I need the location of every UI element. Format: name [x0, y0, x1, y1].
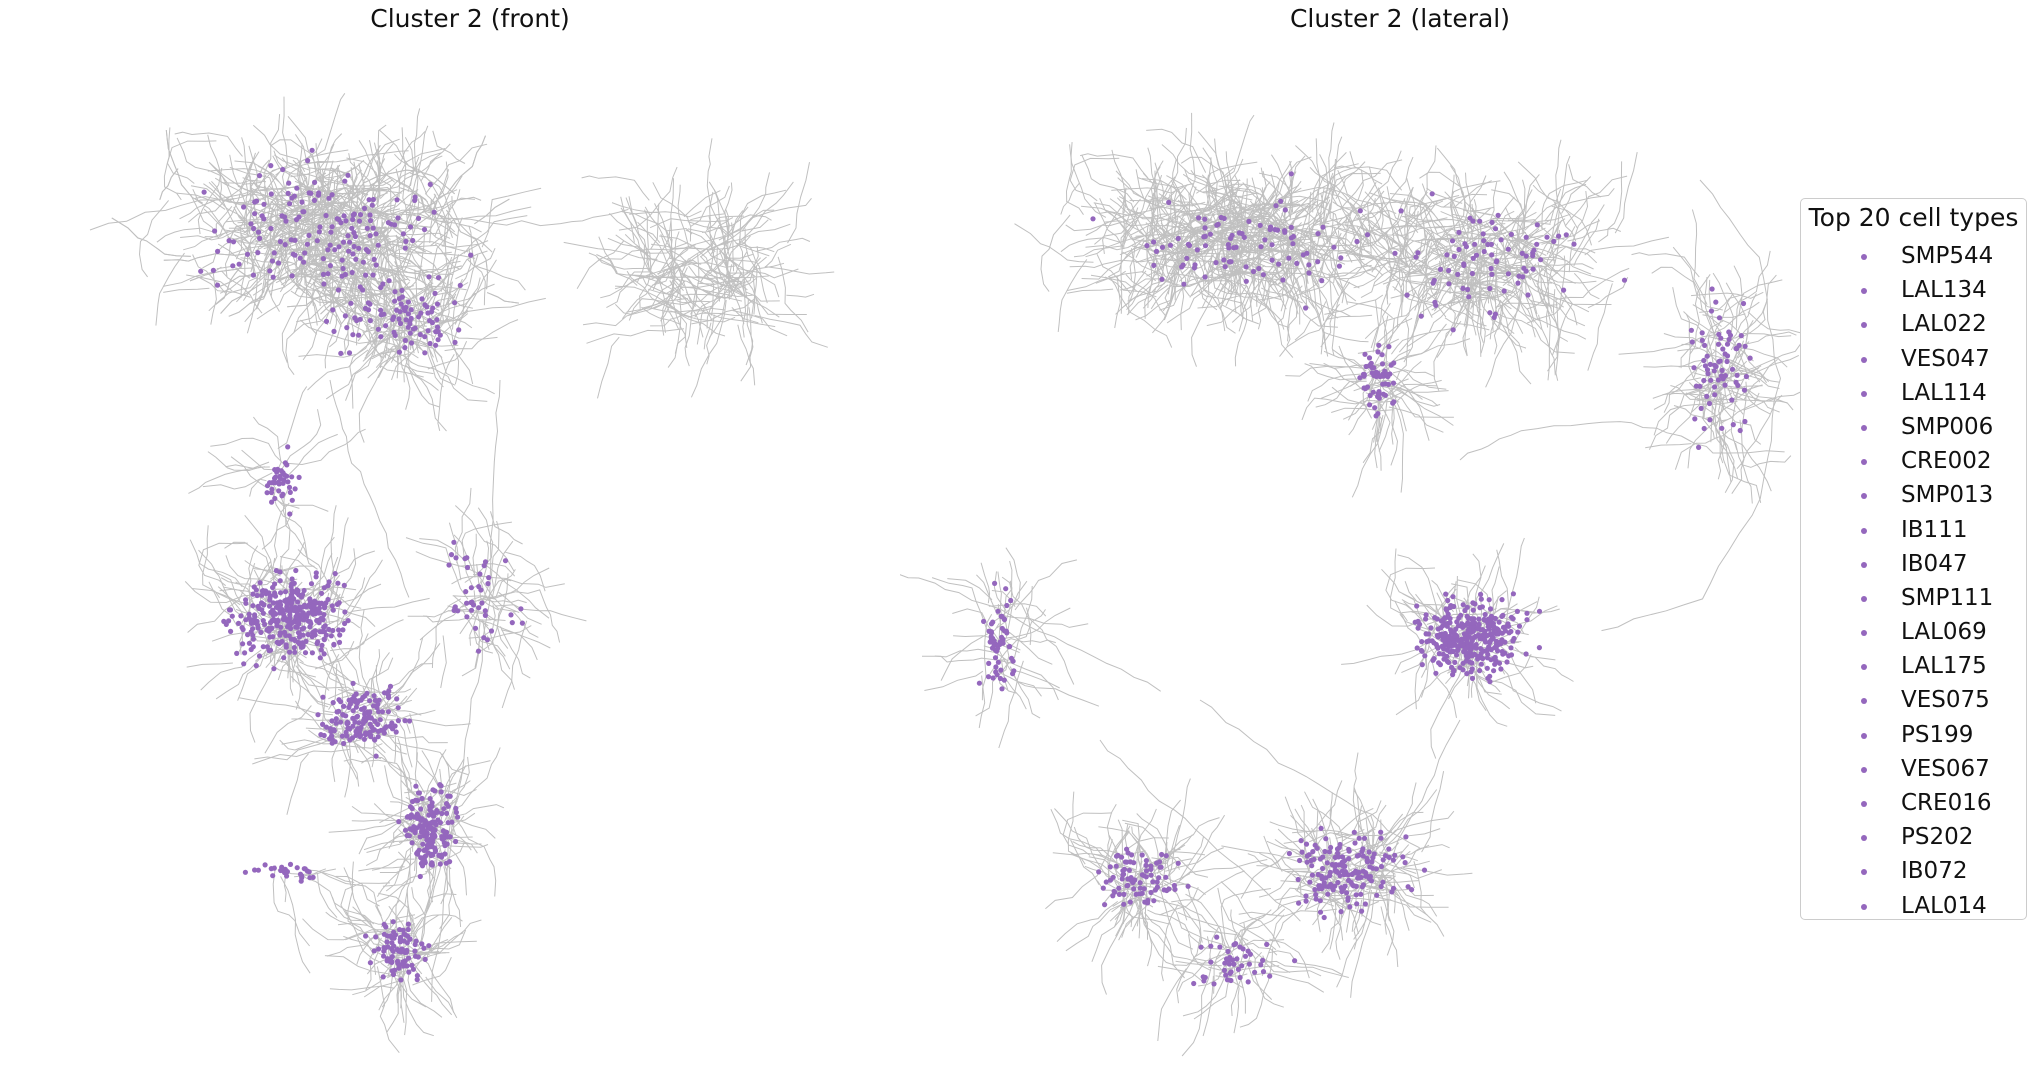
legend-marker-icon	[1861, 732, 1867, 739]
legend-item: IB072	[1801, 856, 2026, 890]
legend-marker-icon	[1861, 869, 1867, 876]
legend-marker-icon	[1861, 698, 1867, 705]
legend: Top 20 cell types SMP544 LAL134 LAL022 VES0…	[1800, 198, 2027, 920]
legend-marker-icon	[1861, 390, 1867, 397]
legend-item: VES067	[1801, 754, 2026, 788]
front-view-panel: Cluster 2 (front)	[0, 0, 940, 1089]
legend-item: LAL069	[1801, 617, 2026, 651]
legend-marker-icon	[1861, 766, 1867, 773]
legend-item: SMP013	[1801, 480, 2026, 514]
legend-marker-icon	[1861, 595, 1867, 602]
legend-marker-icon	[1861, 664, 1867, 671]
legend-marker-icon	[1861, 424, 1867, 431]
legend-label: IB047	[1901, 550, 1968, 577]
synapse-points	[198, 147, 526, 983]
legend-item: VES047	[1801, 344, 2026, 378]
legend-marker-icon	[1861, 527, 1867, 534]
front-view-morphology	[89, 93, 835, 1054]
legend-marker-icon	[1861, 561, 1867, 568]
legend-item: IB047	[1801, 549, 2026, 583]
legend-item: PS199	[1801, 720, 2026, 754]
legend-label: SMP111	[1901, 584, 1994, 611]
lateral-view-title: Cluster 2 (lateral)	[1289, 4, 1511, 33]
legend-label: LAL069	[1901, 619, 1987, 646]
legend-item: PS202	[1801, 822, 2026, 856]
legend-marker-icon	[1861, 254, 1867, 260]
neuron-skeleton	[89, 93, 835, 1054]
legend-marker-icon	[1861, 288, 1867, 295]
legend-marker-icon	[1861, 356, 1867, 363]
legend-label: LAL014	[1901, 892, 1987, 919]
legend-label: VES047	[1901, 345, 1990, 372]
synapse-points	[976, 171, 1753, 987]
legend-item: LAL014	[1801, 891, 2026, 925]
legend-label: IB111	[1901, 516, 1968, 543]
legend-label: PS202	[1901, 824, 1974, 851]
legend-label: VES067	[1901, 755, 1990, 782]
legend-item: SMP544	[1801, 241, 2026, 275]
legend-label: SMP013	[1901, 482, 1994, 509]
neuron-skeleton	[900, 112, 1828, 1057]
legend-item: CRE016	[1801, 788, 2026, 822]
legend-item: CRE002	[1801, 446, 2026, 480]
legend-marker-icon	[1861, 322, 1867, 329]
legend-item: LAL022	[1801, 309, 2026, 343]
legend-item: SMP006	[1801, 412, 2026, 446]
legend-label: SMP544	[1901, 243, 1994, 269]
legend-label: LAL022	[1901, 311, 1987, 338]
legend-marker-icon	[1861, 630, 1867, 637]
legend-item: LAL114	[1801, 378, 2026, 412]
legend-marker-icon	[1861, 493, 1867, 500]
front-view-title: Cluster 2 (front)	[370, 4, 570, 33]
lateral-view-panel: Cluster 2 (lateral)	[900, 0, 1900, 1089]
legend-label: LAL114	[1901, 379, 1987, 406]
legend-list: SMP544 LAL134 LAL022 VES047 LAL114 SMP006 CRE0…	[1801, 241, 2026, 925]
legend-marker-icon	[1861, 801, 1867, 807]
legend-label: IB072	[1901, 858, 1968, 885]
legend-label: PS199	[1901, 721, 1974, 748]
legend-label: LAL175	[1901, 653, 1987, 680]
legend-marker-icon	[1861, 459, 1867, 466]
legend-item: LAL134	[1801, 275, 2026, 309]
legend-marker-icon	[1861, 903, 1867, 910]
legend-item: IB111	[1801, 515, 2026, 549]
legend-item: VES075	[1801, 685, 2026, 719]
legend-item: LAL175	[1801, 651, 2026, 685]
legend-title: Top 20 cell types	[1808, 203, 2019, 232]
legend-label: VES075	[1901, 687, 1990, 714]
lateral-view-morphology	[900, 112, 1828, 1057]
legend-label: CRE002	[1901, 448, 1992, 475]
legend-label: LAL134	[1901, 277, 1987, 304]
legend-item: SMP111	[1801, 583, 2026, 617]
legend-marker-icon	[1861, 835, 1867, 842]
legend-label: SMP006	[1901, 413, 1994, 440]
legend-label: CRE016	[1901, 790, 1992, 816]
